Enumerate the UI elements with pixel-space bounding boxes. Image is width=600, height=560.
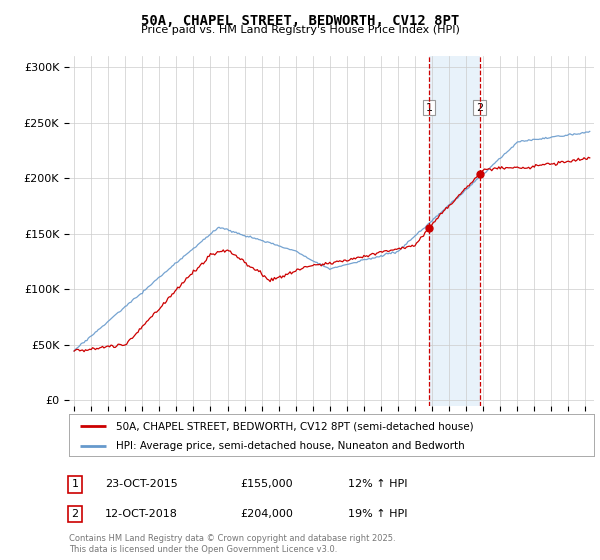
Text: 2: 2 [476,102,483,113]
Text: 50A, CHAPEL STREET, BEDWORTH, CV12 8PT (semi-detached house): 50A, CHAPEL STREET, BEDWORTH, CV12 8PT (… [116,421,474,431]
Text: 2: 2 [71,509,79,519]
Text: 12% ↑ HPI: 12% ↑ HPI [348,479,407,489]
Text: 12-OCT-2018: 12-OCT-2018 [105,509,178,519]
Text: Contains HM Land Registry data © Crown copyright and database right 2025.: Contains HM Land Registry data © Crown c… [69,534,395,543]
Text: £204,000: £204,000 [240,509,293,519]
Text: 50A, CHAPEL STREET, BEDWORTH, CV12 8PT: 50A, CHAPEL STREET, BEDWORTH, CV12 8PT [141,14,459,28]
Text: £155,000: £155,000 [240,479,293,489]
Text: 19% ↑ HPI: 19% ↑ HPI [348,509,407,519]
Bar [429,56,479,406]
Text: 1: 1 [71,479,79,489]
Text: Price paid vs. HM Land Registry's House Price Index (HPI): Price paid vs. HM Land Registry's House … [140,25,460,35]
Text: 23-OCT-2015: 23-OCT-2015 [105,479,178,489]
Text: This data is licensed under the Open Government Licence v3.0.: This data is licensed under the Open Gov… [69,545,337,554]
Text: HPI: Average price, semi-detached house, Nuneaton and Bedworth: HPI: Average price, semi-detached house,… [116,441,465,451]
Text: 1: 1 [425,102,433,113]
